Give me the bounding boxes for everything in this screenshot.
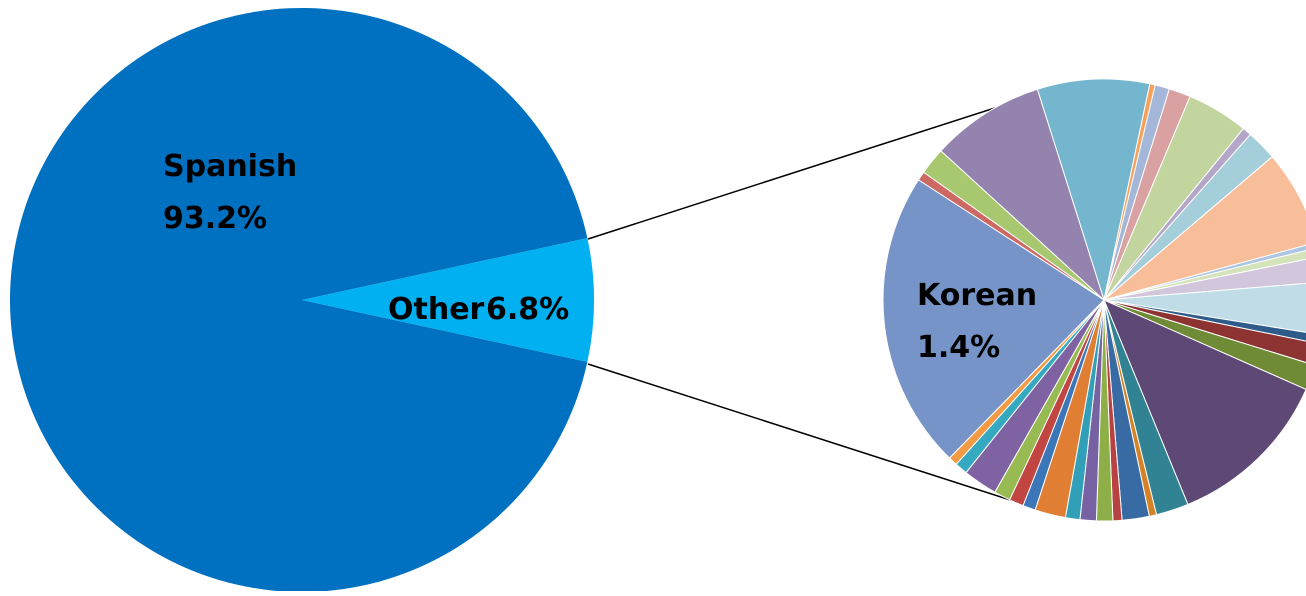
connector-line-top	[587, 94, 1036, 240]
sub-slice-16	[1103, 299, 1306, 506]
sub-slice-12	[1103, 282, 1306, 333]
main-pie	[10, 7, 595, 592]
secondary-pie	[882, 78, 1306, 522]
slice-value-spanish: 93.2%	[163, 201, 267, 236]
connector-line-bottom	[587, 363, 1036, 509]
slice-label-spanish: Spanish	[163, 149, 297, 184]
slice-other	[302, 238, 595, 362]
slice-label-other: Other	[388, 292, 485, 327]
slice-label-korean: Korean	[917, 278, 1037, 313]
slice-spanish	[10, 7, 588, 592]
sub-slice-34	[940, 88, 1106, 302]
connector-lines	[587, 94, 1036, 509]
sub-slice-11	[1103, 258, 1306, 301]
slice-value-korean: 1.4%	[917, 330, 1000, 365]
slice-value-other: 6.8%	[486, 292, 569, 327]
sub-slice-31	[882, 179, 1105, 459]
sub-slice-1	[1036, 78, 1151, 302]
sub-slice-8	[1103, 156, 1306, 301]
